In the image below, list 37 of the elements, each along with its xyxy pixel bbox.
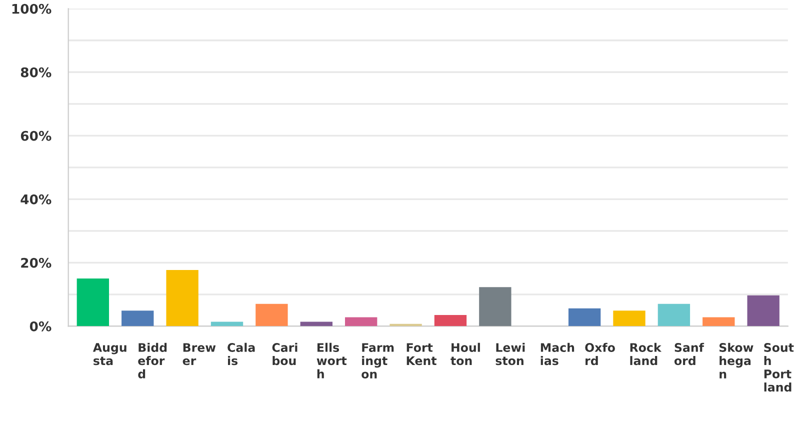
- bar: [702, 317, 735, 326]
- bar: [345, 317, 378, 326]
- bar: [747, 295, 780, 326]
- x-tick-label: Lewiston: [496, 342, 525, 366]
- x-tick-label: Biddeford: [138, 342, 167, 378]
- x-tick-label: Calais: [228, 342, 255, 366]
- y-tick-label: 80%: [20, 67, 52, 78]
- bar: [256, 304, 288, 326]
- bar: [300, 322, 332, 326]
- y-tick-label: 60%: [20, 130, 52, 141]
- y-tick-label: 40%: [20, 194, 52, 204]
- bar: [568, 308, 601, 326]
- bar: [166, 270, 198, 326]
- x-tick-label: Sanford: [674, 342, 704, 366]
- x-tick-label: Farmington: [362, 343, 394, 378]
- x-tick-label: Brewer: [182, 343, 216, 366]
- x-tick-label: Skowhegan: [719, 342, 754, 378]
- bar: [210, 322, 244, 326]
- x-tick-label: South Portland: [764, 343, 794, 392]
- bar: [479, 287, 512, 326]
- bar: [434, 315, 467, 326]
- x-tick-label: Ellsworth: [316, 342, 347, 378]
- x-tick-label: Machias: [540, 342, 574, 366]
- bar: [122, 310, 154, 326]
- y-tick-label: 0%: [30, 321, 52, 332]
- y-tick-label: 100%: [12, 4, 52, 14]
- bar: [76, 278, 110, 326]
- bar: [658, 304, 690, 326]
- y-tick-label: 20%: [21, 258, 52, 268]
- bar: [613, 310, 646, 326]
- x-tick-label: Rockland: [630, 342, 662, 366]
- x-tick-label: Augusta: [92, 343, 126, 366]
- bar: [390, 324, 422, 326]
- x-tick-label: Caribou: [272, 342, 298, 366]
- x-tick-label: Oxford: [585, 342, 615, 366]
- x-tick-label: Fort Kent: [406, 343, 437, 366]
- x-tick-label: Houlton: [450, 342, 480, 366]
